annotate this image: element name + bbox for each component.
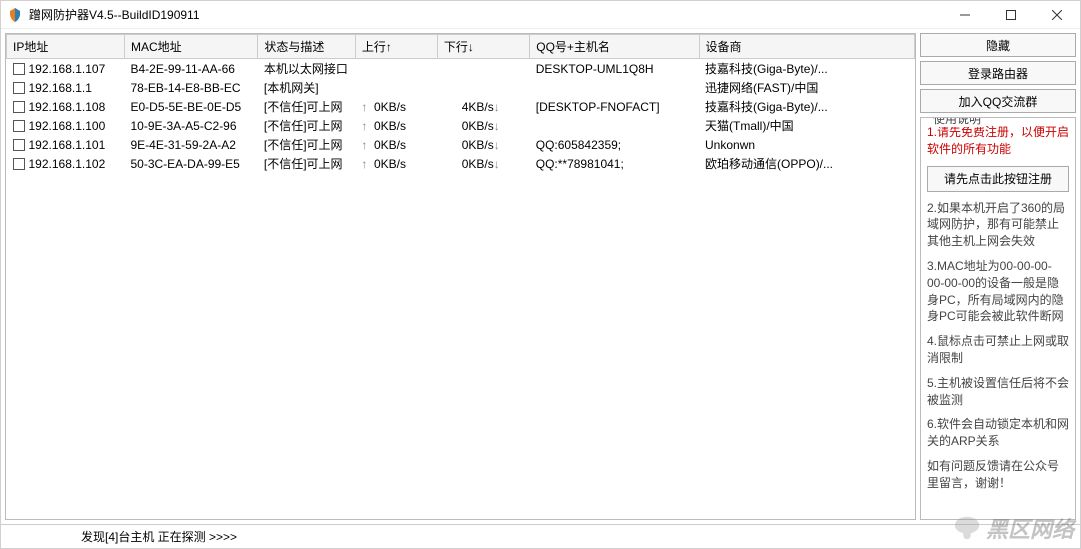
body: IP地址MAC地址状态与描述上行↑下行↓QQ号+主机名设备商 192.168.1… <box>1 29 1080 524</box>
cell-mac: 10-9E-3A-A5-C2-96 <box>124 116 257 135</box>
close-button[interactable] <box>1034 1 1080 29</box>
join-qq-button[interactable]: 加入QQ交流群 <box>920 89 1076 113</box>
cell-upload <box>355 78 437 97</box>
cell-status: [不信任]可上网 <box>258 97 355 116</box>
cell-qq: [DESKTOP-FNOFACT] <box>530 97 699 116</box>
register-notice: 1.请先免费注册，以便开启软件的所有功能 <box>927 124 1069 158</box>
vendor-header[interactable]: 设备商 <box>699 35 914 59</box>
table-row[interactable]: 192.168.1.10010-9E-3A-A5-C2-96[不信任]可上网↑ … <box>7 116 915 135</box>
cell-vendor: 迅捷网络(FAST)/中国 <box>699 78 914 97</box>
maximize-button[interactable] <box>988 1 1034 29</box>
cell-vendor: Unkonwn <box>699 135 914 154</box>
titlebar: 蹭网防护器V4.5--BuildID190911 <box>1 1 1080 29</box>
cell-qq: QQ:605842359; <box>530 135 699 154</box>
table-row[interactable]: 192.168.1.107B4-2E-99-11-AA-66本机以太网接口 DES… <box>7 59 915 79</box>
table-row[interactable]: 192.168.1.178-EB-14-E8-BB-EC[本机网关] 迅捷网络(F… <box>7 78 915 97</box>
mac-header[interactable]: MAC地址 <box>124 35 257 59</box>
cell-mac: 9E-4E-31-59-2A-A2 <box>124 135 257 154</box>
cell-vendor: 天猫(Tmall)/中国 <box>699 116 914 135</box>
cell-download: 0KB/s↓ <box>437 154 529 173</box>
status-bar: 发现[4]台主机 正在探测 >>>> <box>1 524 1080 548</box>
help-note: 5.主机被设置信任后将不会被监测 <box>927 375 1069 409</box>
help-note: 2.如果本机开启了360的局域网防护，那有可能禁止其他主机上网会失效 <box>927 200 1069 250</box>
qq-header[interactable]: QQ号+主机名 <box>530 35 699 59</box>
cell-mac: B4-2E-99-11-AA-66 <box>124 59 257 79</box>
minimize-button[interactable] <box>942 1 988 29</box>
help-note: 如有问题反馈请在公众号里留言，谢谢！ <box>927 458 1069 492</box>
help-note: 4.鼠标点击可禁止上网或取消限制 <box>927 333 1069 367</box>
cell-upload: ↑ 0KB/s <box>355 154 437 173</box>
cell-vendor: 技嘉科技(Giga-Byte)/... <box>699 59 914 79</box>
cell-ip: 192.168.1.100 <box>7 116 125 135</box>
cell-status: [不信任]可上网 <box>258 116 355 135</box>
host-table: IP地址MAC地址状态与描述上行↑下行↓QQ号+主机名设备商 192.168.1… <box>6 34 915 519</box>
status-text: 发现[4]台主机 正在探测 >>>> <box>81 528 237 545</box>
right-pane: 隐藏 登录路由器 加入QQ交流群 使用说明 1.请先免费注册，以便开启软件的所有… <box>920 33 1076 520</box>
table-row[interactable]: 192.168.1.10250-3C-EA-DA-99-E5[不信任]可上网↑ … <box>7 154 915 173</box>
cell-status: [不信任]可上网 <box>258 154 355 173</box>
row-checkbox[interactable] <box>13 120 25 132</box>
help-note: 3.MAC地址为00-00-00-00-00-00的设备一般是隐身PC，所有局域… <box>927 258 1069 325</box>
cell-ip: 192.168.1.101 <box>7 135 125 154</box>
login-router-button[interactable]: 登录路由器 <box>920 61 1076 85</box>
help-panel: 使用说明 1.请先免费注册，以便开启软件的所有功能 请先点击此按钮注册 2.如果… <box>920 117 1076 520</box>
cell-download: 0KB/s↓ <box>437 116 529 135</box>
hide-button[interactable]: 隐藏 <box>920 33 1076 57</box>
cell-qq <box>530 78 699 97</box>
row-checkbox[interactable] <box>13 139 25 151</box>
table-row[interactable]: 192.168.1.108E0-D5-5E-BE-0E-D5[不信任]可上网↑ … <box>7 97 915 116</box>
cell-qq: DESKTOP-UML1Q8H <box>530 59 699 79</box>
help-note: 6.软件会自动锁定本机和网关的ARP关系 <box>927 416 1069 450</box>
cell-download: 4KB/s↓ <box>437 97 529 116</box>
ip-header[interactable]: IP地址 <box>7 35 125 59</box>
left-pane: IP地址MAC地址状态与描述上行↑下行↓QQ号+主机名设备商 192.168.1… <box>5 33 916 520</box>
register-button[interactable]: 请先点击此按钮注册 <box>927 166 1069 192</box>
status-header[interactable]: 状态与描述 <box>258 35 355 59</box>
row-checkbox[interactable] <box>13 63 25 75</box>
cell-ip: 192.168.1.1 <box>7 78 125 97</box>
cell-download <box>437 59 529 79</box>
cell-download: 0KB/s↓ <box>437 135 529 154</box>
cell-download <box>437 78 529 97</box>
window-title: 蹭网防护器V4.5--BuildID190911 <box>29 6 942 23</box>
cell-vendor: 技嘉科技(Giga-Byte)/... <box>699 97 914 116</box>
cell-upload <box>355 59 437 79</box>
cell-status: 本机以太网接口 <box>258 59 355 79</box>
cell-mac: 50-3C-EA-DA-99-E5 <box>124 154 257 173</box>
cell-qq: QQ:**78981041; <box>530 154 699 173</box>
cell-ip: 192.168.1.107 <box>7 59 125 79</box>
row-checkbox[interactable] <box>13 101 25 113</box>
cell-upload: ↑ 0KB/s <box>355 116 437 135</box>
cell-ip: 192.168.1.102 <box>7 154 125 173</box>
cell-mac: E0-D5-5E-BE-0E-D5 <box>124 97 257 116</box>
table-row[interactable]: 192.168.1.1019E-4E-31-59-2A-A2[不信任]可上网↑ … <box>7 135 915 154</box>
app-icon <box>7 7 23 23</box>
upload-header[interactable]: 上行↑ <box>355 35 437 59</box>
cell-status: [本机网关] <box>258 78 355 97</box>
cell-upload: ↑ 0KB/s <box>355 97 437 116</box>
app-window: 蹭网防护器V4.5--BuildID190911 IP地址MAC地址状态与描述上… <box>0 0 1081 549</box>
cell-status: [不信任]可上网 <box>258 135 355 154</box>
cell-upload: ↑ 0KB/s <box>355 135 437 154</box>
cell-ip: 192.168.1.108 <box>7 97 125 116</box>
row-checkbox[interactable] <box>13 82 25 94</box>
cell-vendor: 欧珀移动通信(OPPO)/... <box>699 154 914 173</box>
cell-mac: 78-EB-14-E8-BB-EC <box>124 78 257 97</box>
row-checkbox[interactable] <box>13 158 25 170</box>
download-header[interactable]: 下行↓ <box>437 35 529 59</box>
help-panel-title: 使用说明 <box>929 117 985 127</box>
cell-qq <box>530 116 699 135</box>
